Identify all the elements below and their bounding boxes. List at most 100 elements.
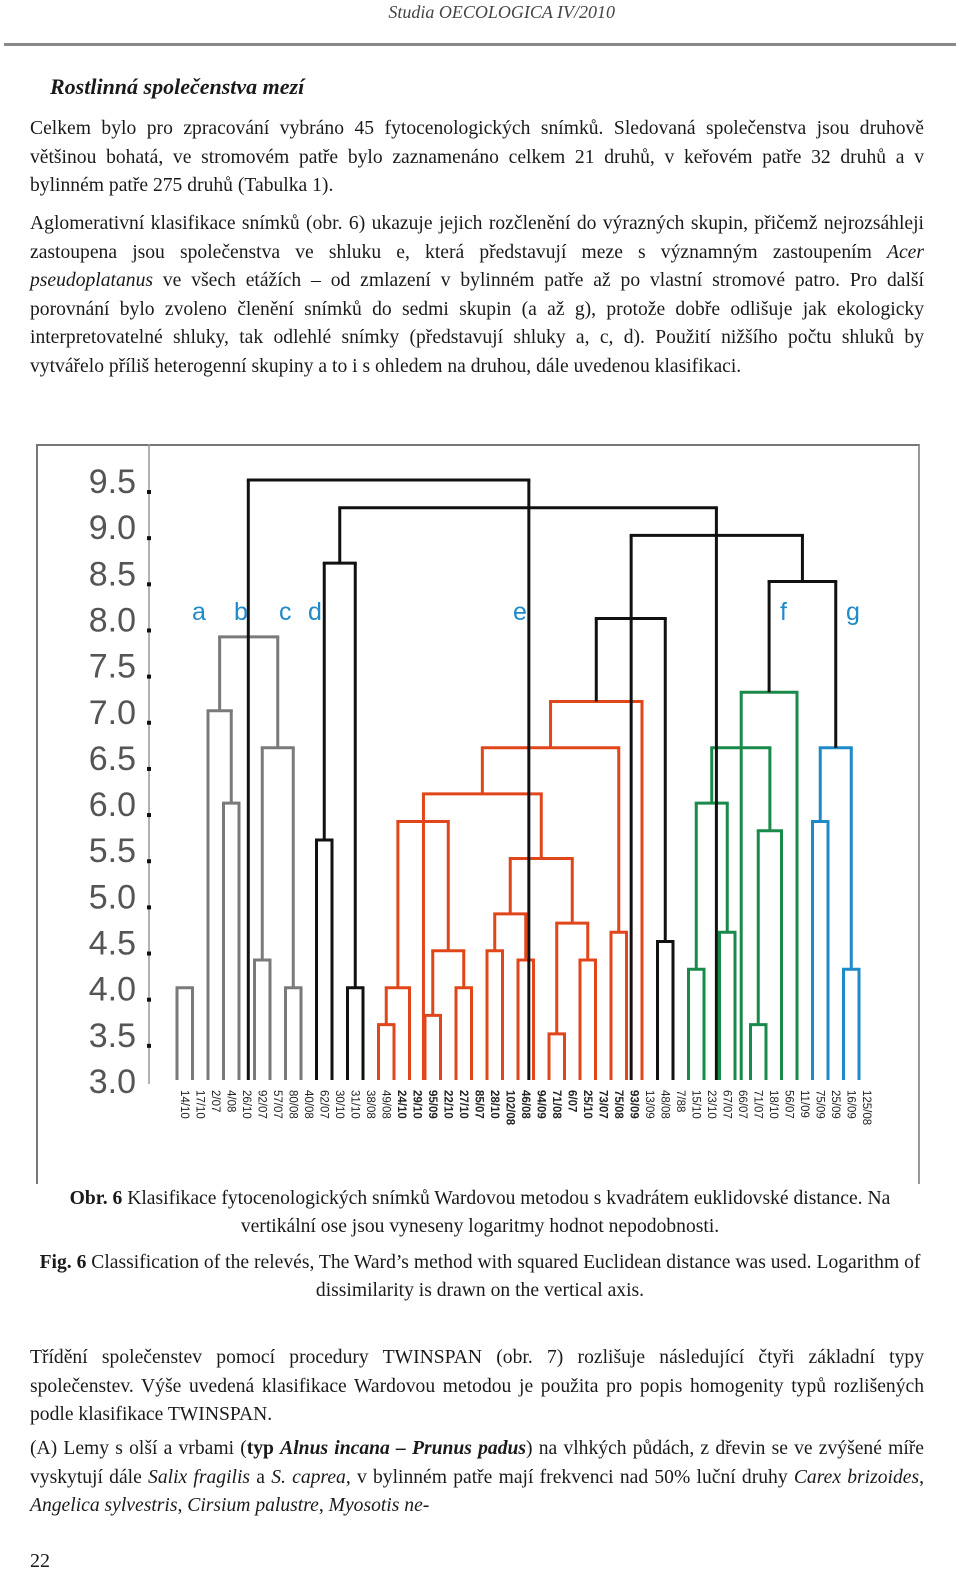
leaf-label: 23/10 [705,1090,717,1119]
y-tick-dot [147,997,151,1002]
leaf-label: 71/07 [752,1090,764,1119]
paragraph-1: Celkem bylo pro zpracování vybráno 45 fy… [30,118,924,197]
y-tick-dot [147,859,151,864]
species-carex-brizoides: Carex brizoides [793,1466,920,1488]
leaf-label: 25/10 [581,1090,593,1119]
y-tick-label: 6.0 [89,786,136,824]
cluster-label: g [846,598,860,626]
y-tick-dot [147,720,151,725]
paragraph-3: Třídění společenstev pomocí procedury TW… [30,1347,924,1426]
y-tick-dot [147,674,151,679]
species-s-caprea: S. caprea [271,1466,346,1488]
leaf-label: 49/08 [380,1090,392,1119]
leaf-label: 94/09 [535,1090,547,1119]
species-acer-pseudoplatanus: Acer pseudoplatanus [30,241,924,292]
caption-en-text: Classification of the relevés, The Ward’… [86,1252,921,1301]
y-tick-label: 8.0 [89,601,136,639]
leaf-label: 14/10 [178,1090,190,1119]
cluster-label: f [780,598,787,626]
species-myosotis: Myosotis ne- [328,1495,430,1517]
y-tick-label: 8.5 [89,555,136,593]
p4-n: , [318,1495,329,1517]
dendrogram-chart: 9.5 9.0 8.5 8.0 7.5 7.0 6.5 6.0 5.5 5.0 4.5 4.0 3.5 3… [89,444,872,1126]
leaf-label: 18/10 [767,1090,779,1119]
leaf-label: 29/10 [411,1090,423,1119]
leaf-label: 125/08 [860,1090,872,1125]
header-rule [4,43,956,46]
leaf-label: 85/07 [473,1090,485,1119]
leaf-label: 31/10 [349,1090,361,1119]
leaf-label: 93/09 [628,1090,640,1119]
paragraph-4: (A) Lemy s olší a vrbami (typ Alnus inca… [30,1435,924,1521]
cluster-label: c [279,598,292,626]
leaf-label: 2/07 [209,1090,221,1112]
leaf-label: 95/09 [426,1090,438,1119]
y-tick-label: 7.0 [89,694,136,732]
y-tick-dot [147,536,151,541]
y-tick-dot [147,905,151,910]
leaf-label: 15/10 [690,1090,702,1119]
y-tick-label: 3.0 [89,1063,136,1101]
y-tick-label: 6.5 [89,740,136,778]
leaf-label: 11/09 [798,1090,810,1118]
running-head: Studia OECOLOGICA IV/2010 [388,2,615,22]
page-number: 22 [30,1550,50,1572]
leaf-label: 27/10 [457,1090,469,1119]
paragraph-2: Aglomerativní klasifikace snímků (obr. 6… [30,210,924,382]
y-tick-label: 3.5 [89,1017,136,1055]
y-tick-dot [147,490,151,494]
leaf-label: 25/09 [829,1090,841,1119]
caption-en-label: Fig. 6 [39,1252,87,1273]
cluster-label: b [234,598,248,626]
y-tick-dot [147,582,151,587]
leaf-label: 6/07 [566,1090,578,1112]
p4-b: typ [246,1438,281,1459]
p4-a: (A) Lemy s olší a vrbami ( [30,1438,247,1459]
caption-cz: Obr. 6 Klasifikace fytocenologických sní… [30,1185,930,1241]
y-tick-dot [147,766,151,771]
leaf-label: 40/08 [302,1090,314,1119]
caption-cz-text: Klasifikace fytocenologických snímků War… [122,1188,891,1237]
leaf-label: 80/08 [287,1090,299,1119]
y-tick-dot [147,813,151,818]
leaf-label: 26/10 [240,1090,252,1119]
leaf-label: 56/07 [783,1090,795,1119]
leaf-label: 30/10 [333,1090,345,1119]
species-cirsium-palustre: Cirsium palustre [187,1495,319,1517]
leaf-label: 62/07 [318,1090,330,1119]
leaf-label: 75/08 [612,1090,624,1119]
leaf-label: 13/09 [643,1090,655,1119]
caption-en: Fig. 6 Classification of the relevés, Th… [30,1249,930,1305]
y-tick-dot [147,1043,151,1048]
figure-frame [36,444,920,1184]
p4-d: ) na vlhkých půdách, z dřevin se ve zvýš… [30,1438,924,1488]
leaf-label: 46/08 [519,1090,531,1119]
caption-cz-label: Obr. 6 [69,1188,123,1209]
y-tick-label: 4.0 [89,971,136,1009]
leaf-label: 67/07 [721,1090,733,1119]
y-tick-dot [147,628,151,633]
p4-f: a [250,1466,272,1488]
type-alnus-prunus: Alnus incana – Prunus padus [280,1438,527,1459]
leaf-label: 38/08 [364,1090,376,1119]
paragraph-2-text-a: Aglomerativní klasifikace snímků (obr. 6… [30,213,924,263]
leaf-label: 102/08 [504,1090,516,1126]
leaf-label: 48/08 [659,1090,671,1119]
section-title: Rostlinná společenstva mezí [50,74,305,99]
y-tick-dot [147,951,151,956]
y-tick-label: 5.0 [89,878,136,916]
leaf-label: 4/08 [225,1090,237,1112]
cluster-label: d [308,598,322,626]
y-tick-label: 9.0 [89,509,136,547]
leaf-label: 16/09 [845,1090,857,1119]
y-tick-label: 9.5 [89,463,136,501]
leaf-label: 66/07 [736,1090,748,1119]
species-salix-fragilis: Salix fragilis [148,1466,251,1488]
p4-l: , [177,1495,188,1517]
y-tick-label: 4.5 [89,925,136,963]
leaf-label: 24/10 [395,1090,407,1119]
leaf-label: 75/09 [814,1090,826,1119]
leaf-label: 7/88 [674,1090,686,1112]
p4-h: , v bylinném patře mají frekvenci nad 50… [345,1466,794,1488]
y-tick-label: 5.5 [89,832,136,870]
